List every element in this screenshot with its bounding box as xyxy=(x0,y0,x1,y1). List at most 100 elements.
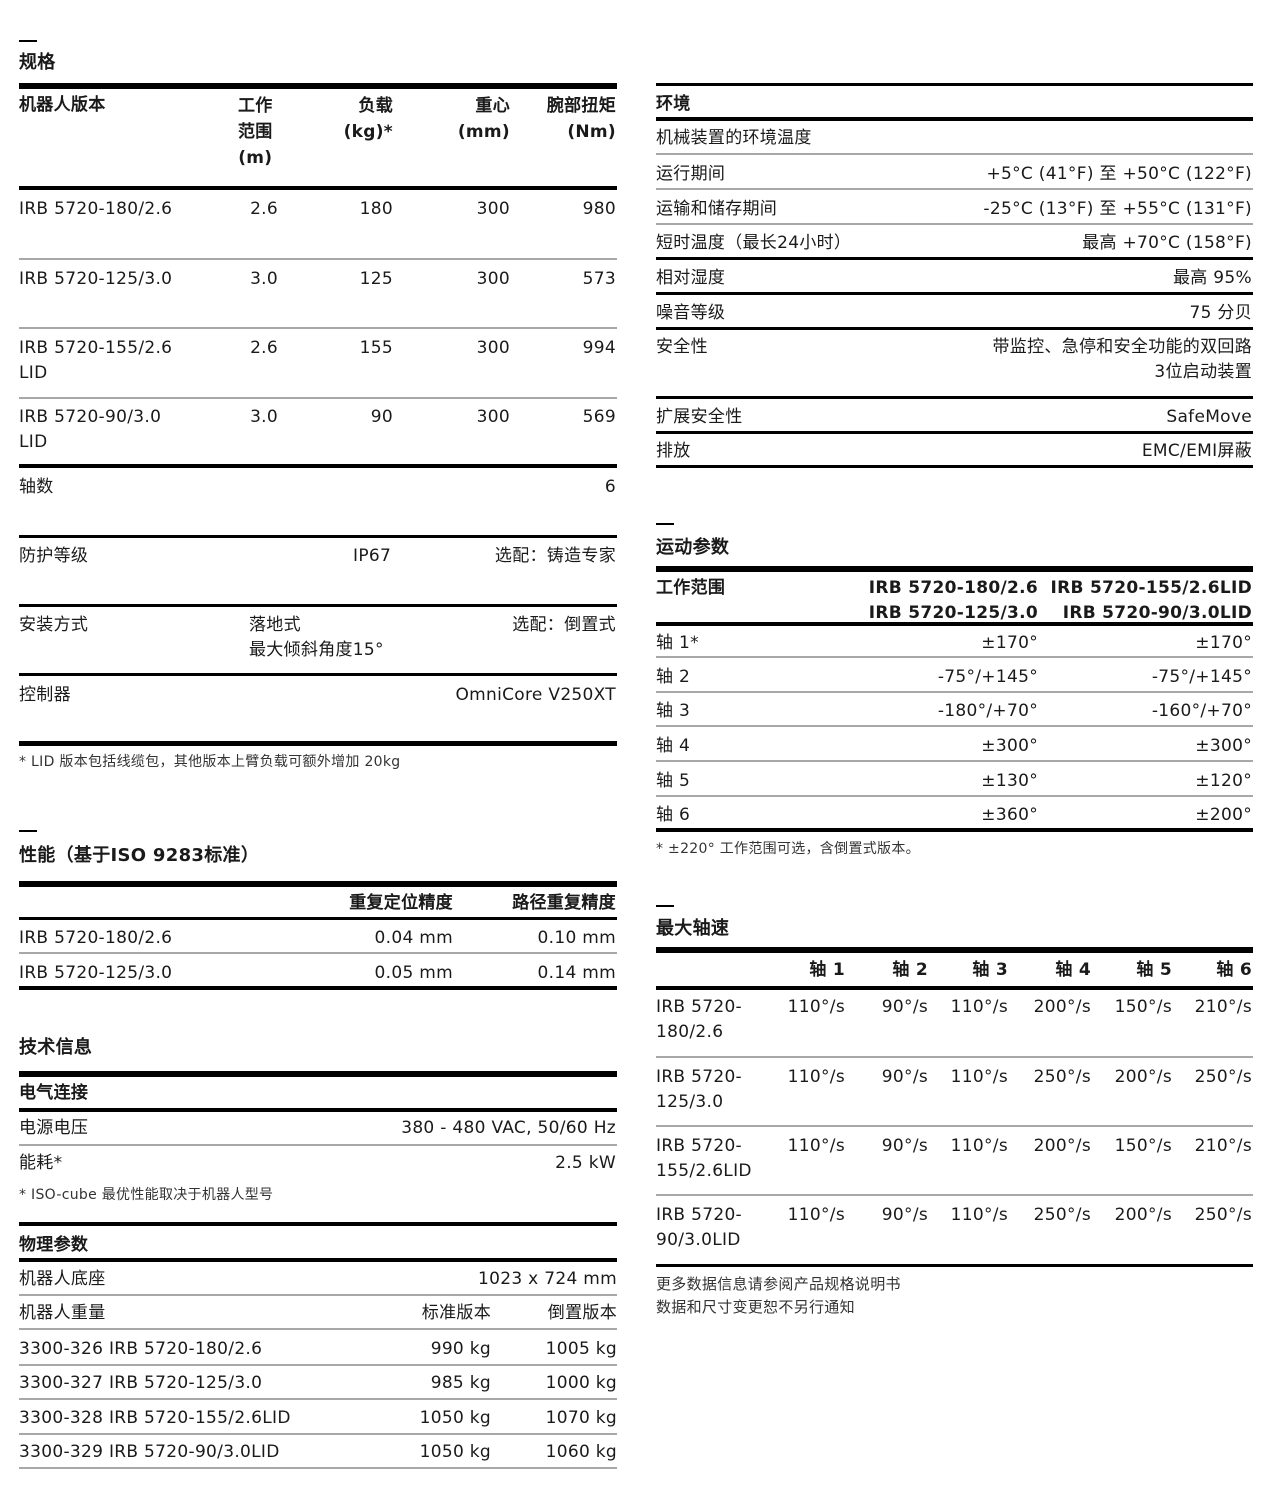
env-value: SafeMove xyxy=(1166,407,1252,427)
divider xyxy=(19,952,617,954)
divider xyxy=(656,566,1253,572)
divider xyxy=(19,83,617,89)
env-value: +5°C (41°F) 至 +50°C (122°F) xyxy=(986,164,1252,184)
mounting-value: 落地式 最大倾斜角度15° xyxy=(249,615,384,660)
voltage-label: 电源电压 xyxy=(19,1118,89,1138)
footer-note: 数据和尺寸变更恕不另行通知 xyxy=(656,1298,855,1316)
divider xyxy=(656,153,1253,155)
env-label: 短时温度（最长24小时） xyxy=(656,233,852,253)
spec-version: IRB 5720-125/3.0 xyxy=(19,269,173,289)
spec-payload: 180 xyxy=(359,199,393,219)
perf-model: IRB 5720-125/3.0 xyxy=(19,963,173,983)
weight-header-standard: 标准版本 xyxy=(421,1303,491,1323)
motion-axis: 轴 2 xyxy=(656,667,691,687)
speed-model: IRB 5720- 90/3.0LID xyxy=(656,1205,742,1250)
spec-reach: 3.0 xyxy=(250,407,278,427)
spec-cog: 300 xyxy=(476,199,510,219)
col-header-cog: 重心 (mm) xyxy=(457,96,510,142)
perf-path: 0.10 mm xyxy=(537,928,616,948)
section-marker xyxy=(19,830,37,832)
spec-version: IRB 5720-155/2.6 LID xyxy=(19,338,173,383)
speed-value: 110°/s xyxy=(787,1205,845,1225)
divider xyxy=(656,725,1253,727)
perf-path: 0.14 mm xyxy=(537,963,616,983)
perf-pos: 0.04 mm xyxy=(374,928,453,948)
spec-torque: 994 xyxy=(582,338,616,358)
divider xyxy=(19,1328,617,1330)
speed-value: 250°/s xyxy=(1194,1067,1252,1087)
spec-payload: 125 xyxy=(359,269,393,289)
ambient-title: 机械装置的环境温度 xyxy=(656,128,812,148)
col-header-axis: 轴 1 xyxy=(809,960,845,980)
divider xyxy=(19,1108,617,1112)
col-header-path-repeatability: 路径重复精度 xyxy=(512,893,616,913)
motion-axis: 轴 6 xyxy=(656,805,691,825)
spec-cog: 300 xyxy=(476,338,510,358)
section-marker xyxy=(656,523,674,525)
divider xyxy=(19,327,617,329)
divider xyxy=(656,1056,1253,1058)
weight-inverted: 1070 kg xyxy=(545,1408,617,1428)
speed-value: 210°/s xyxy=(1194,1136,1252,1156)
divider xyxy=(656,223,1253,225)
axes-label: 轴数 xyxy=(19,477,54,497)
divider xyxy=(656,292,1253,295)
col-header-axis: 轴 5 xyxy=(1136,960,1172,980)
divider xyxy=(656,431,1253,434)
divider xyxy=(656,1125,1253,1127)
spec-version: IRB 5720-180/2.6 xyxy=(19,199,173,219)
col-header-axis: 轴 4 xyxy=(1055,960,1091,980)
section-title-motion: 运动参数 xyxy=(656,537,730,558)
divider xyxy=(19,1467,617,1469)
divider xyxy=(656,795,1253,797)
env-value: 最高 95% xyxy=(1173,268,1252,288)
col-header-payload: 负载 (kg)* xyxy=(343,96,393,142)
divider xyxy=(19,881,617,887)
speed-value: 150°/s xyxy=(1114,997,1172,1017)
mounting-option: 选配：倒置式 xyxy=(512,615,616,635)
physical-title: 物理参数 xyxy=(19,1235,89,1255)
speed-value: 210°/s xyxy=(1194,997,1252,1017)
perf-pos: 0.05 mm xyxy=(374,963,453,983)
base-label: 机器人底座 xyxy=(19,1269,106,1289)
footer-note: 更多数据信息请参阅产品规格说明书 xyxy=(656,1275,901,1293)
divider xyxy=(19,258,617,260)
spec-cog: 300 xyxy=(476,269,510,289)
spec-reach: 2.6 xyxy=(250,338,278,358)
motion-range-a: ±300° xyxy=(981,736,1038,756)
base-value: 1023 x 724 mm xyxy=(477,1269,617,1289)
speed-model: IRB 5720- 155/2.6LID xyxy=(656,1136,752,1181)
motion-footnote: * ±220° 工作范围可选，含倒置式版本。 xyxy=(656,841,920,857)
spec-torque: 573 xyxy=(582,269,616,289)
speed-value: 110°/s xyxy=(950,1067,1008,1087)
divider xyxy=(19,1144,617,1146)
divider xyxy=(656,465,1253,468)
speed-value: 110°/s xyxy=(787,997,845,1017)
motion-range-a: -180°/+70° xyxy=(937,701,1038,721)
speed-value: 90°/s xyxy=(881,997,928,1017)
divider xyxy=(19,673,617,676)
perf-model: IRB 5720-180/2.6 xyxy=(19,928,173,948)
divider xyxy=(656,1194,1253,1196)
speed-value: 200°/s xyxy=(1114,1205,1172,1225)
voltage-value: 380 - 480 VAC, 50/60 Hz xyxy=(401,1118,616,1138)
speed-value: 90°/s xyxy=(881,1067,928,1087)
controller-value: OmniCore V250XT xyxy=(455,685,616,705)
speed-value: 200°/s xyxy=(1033,1136,1091,1156)
weight-standard: 990 kg xyxy=(430,1339,491,1359)
env-label: 运输和储存期间 xyxy=(656,199,778,219)
weight-header-inverted: 倒置版本 xyxy=(547,1303,617,1323)
motion-range-b: ±170° xyxy=(1195,633,1252,653)
weight-model: 3300-328 IRB 5720-155/2.6LID xyxy=(19,1408,291,1428)
divider xyxy=(19,1258,617,1262)
range-label: 工作范围 xyxy=(656,578,726,598)
divider xyxy=(656,83,1253,86)
speed-value: 250°/s xyxy=(1033,1205,1091,1225)
env-label: 安全性 xyxy=(656,337,708,357)
divider xyxy=(19,464,617,468)
spec-payload: 90 xyxy=(370,407,393,427)
col-header-axis: 轴 3 xyxy=(972,960,1008,980)
motion-axis: 轴 4 xyxy=(656,736,691,756)
motion-range-b: ±120° xyxy=(1195,771,1252,791)
divider xyxy=(19,1398,617,1400)
